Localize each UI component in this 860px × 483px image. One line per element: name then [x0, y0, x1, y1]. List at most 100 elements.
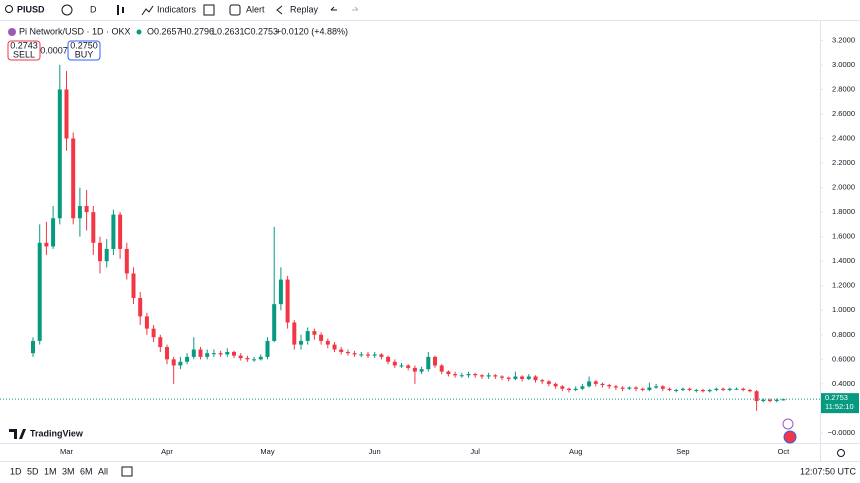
- buy-label[interactable]: BUY: [75, 49, 94, 59]
- add-symbol[interactable]: [61, 4, 73, 16]
- sell-label[interactable]: SELL: [13, 49, 35, 59]
- range-button[interactable]: 6M: [80, 466, 93, 476]
- y-tick-label: 1.4000: [832, 256, 855, 265]
- event-icon[interactable]: [783, 430, 797, 444]
- candle-body: [191, 349, 196, 357]
- chart-type-icon[interactable]: [117, 5, 119, 15]
- y-tick-label: 2.4000: [832, 134, 855, 143]
- x-tick-label: Jul: [470, 447, 480, 456]
- candle-body: [91, 212, 96, 243]
- candle-body: [701, 389, 705, 392]
- candle-body: [332, 344, 337, 350]
- candle-body: [654, 386, 659, 388]
- date-range-icon[interactable]: [121, 466, 133, 477]
- candle-body: [158, 337, 163, 348]
- candle-body: [714, 388, 719, 390]
- candle-body: [359, 354, 364, 356]
- brand-logo: [9, 429, 26, 439]
- y-tick-label: 0.8000: [832, 330, 855, 339]
- indicators-icon[interactable]: [141, 5, 154, 16]
- legend-change: +0.0120 (+4.88%): [276, 26, 348, 36]
- legend-high: H0.2796: [180, 26, 214, 36]
- candle-body: [225, 351, 230, 355]
- range-button[interactable]: 3M: [62, 466, 75, 476]
- candle-body: [680, 388, 685, 390]
- candle-body: [258, 356, 263, 360]
- y-tick-label: 0.6000: [832, 354, 855, 363]
- symbol[interactable]: PIUSD: [17, 4, 45, 14]
- candle-body: [77, 205, 82, 219]
- candle-body: [392, 361, 397, 366]
- undo[interactable]: [330, 6, 337, 11]
- candle-body: [211, 353, 216, 355]
- layout-icon[interactable]: [203, 4, 215, 16]
- candle-body: [71, 138, 76, 219]
- candle-body: [144, 316, 149, 329]
- interval[interactable]: D: [90, 4, 97, 14]
- replay-button[interactable]: Replay: [290, 4, 319, 14]
- candle-body: [640, 388, 645, 390]
- candle-body: [138, 297, 143, 317]
- candle-body: [486, 375, 491, 377]
- range-button[interactable]: 5D: [27, 466, 39, 476]
- y-tick-label: 2.0000: [832, 183, 855, 192]
- candle-body: [540, 380, 545, 382]
- candle-body: [412, 367, 417, 372]
- sell-price[interactable]: 0.2743: [10, 40, 38, 50]
- candle-body: [399, 365, 404, 367]
- buy-button[interactable]: [67, 40, 101, 61]
- candle-body: [44, 242, 49, 247]
- symbol-logo: [8, 28, 16, 36]
- chart-type-icon[interactable]: [122, 7, 124, 13]
- x-tick-label: Apr: [161, 447, 173, 456]
- x-tick-label: Aug: [569, 447, 582, 456]
- buy-price[interactable]: 0.2750: [70, 40, 98, 50]
- redo[interactable]: [352, 6, 359, 11]
- candle-body: [131, 273, 136, 298]
- candle-body: [768, 399, 772, 402]
- candle-body: [466, 374, 471, 376]
- candle-body: [325, 340, 330, 345]
- candle-body: [627, 387, 632, 389]
- candle-body: [439, 365, 444, 372]
- range-button[interactable]: All: [98, 466, 108, 476]
- sell-button[interactable]: [7, 40, 41, 61]
- candle-body: [252, 359, 257, 361]
- clock: 12:07:50 UTC: [800, 466, 857, 476]
- candle-body: [727, 388, 732, 390]
- countdown: 11:52:10: [825, 402, 854, 411]
- candle-body: [459, 375, 464, 377]
- candle-body: [593, 381, 598, 384]
- settings-icon[interactable]: [837, 449, 845, 457]
- candle-body: [64, 89, 69, 139]
- candle-body: [587, 381, 592, 387]
- candle-body: [761, 399, 766, 402]
- event-icon[interactable]: [782, 418, 794, 430]
- candle-body: [607, 385, 612, 387]
- range-button[interactable]: 1M: [44, 466, 57, 476]
- indicators-button[interactable]: Indicators: [157, 4, 197, 14]
- candle-body: [345, 351, 350, 354]
- search-icon[interactable]: [5, 5, 13, 13]
- candle-body: [433, 356, 437, 366]
- candle-body: [272, 304, 277, 341]
- alert-button[interactable]: Alert: [246, 4, 265, 14]
- replay-icon[interactable]: [276, 5, 283, 15]
- candle-body: [205, 353, 210, 357]
- candle-body: [372, 354, 377, 356]
- y-tick-label: 1.8000: [832, 207, 855, 216]
- candle-body: [741, 388, 746, 390]
- legend-low: L0.2631: [212, 26, 245, 36]
- candle-body: [419, 369, 424, 372]
- y-tick-label: −0.0000: [828, 428, 855, 437]
- candle-body: [473, 374, 478, 376]
- alert-icon[interactable]: [229, 4, 241, 16]
- y-tick-label: 3.2000: [832, 35, 855, 44]
- range-button[interactable]: 1D: [10, 466, 22, 476]
- candle-body: [339, 349, 344, 352]
- x-tick-label: Mar: [60, 447, 73, 456]
- candle-body: [379, 354, 384, 357]
- candle-body: [660, 386, 665, 389]
- last-price-label: 0.2753: [825, 393, 848, 402]
